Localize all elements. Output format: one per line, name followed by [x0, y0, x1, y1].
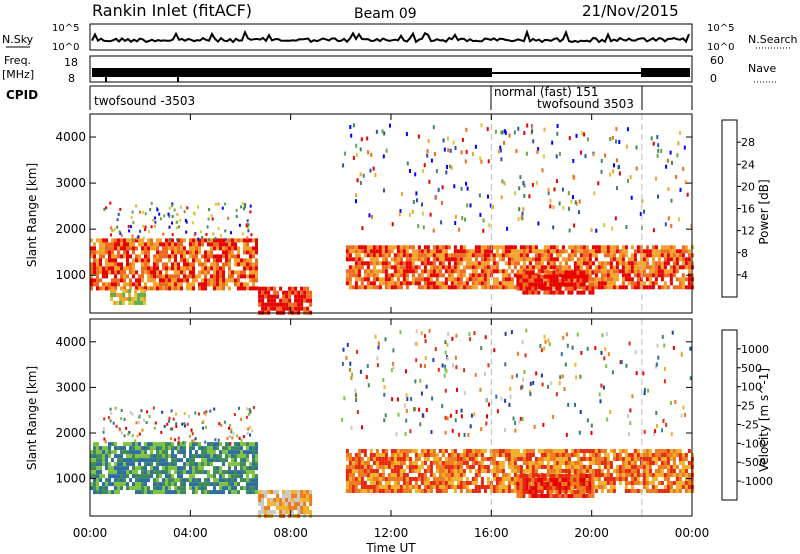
nsky-label: N.Sky — [2, 33, 34, 46]
velocity-y-axis-label: Slant Range [km] — [25, 366, 39, 470]
power-y-tick-label: 2000 — [55, 222, 86, 236]
power-panel: 1000 2000 3000 4000 4 8 12 16 20 24 28 — [55, 113, 755, 315]
nsearch-tick-top: 10^5 — [707, 23, 734, 34]
nsky-tick-top: 10^5 — [52, 23, 79, 34]
nave-tick-bottom: 0 — [710, 72, 717, 85]
velocity-colorbar-tick-label: 25 — [741, 400, 755, 413]
freq-tick-top: 18 — [64, 56, 78, 69]
x-tick-label: 16:00 — [474, 526, 509, 540]
beam-label: Beam 09 — [354, 6, 417, 22]
date-label: 21/Nov/2015 — [582, 2, 679, 20]
cpid-segment-3: twofsound 3503 — [537, 97, 634, 111]
velocity-colorbar-tick-label: -1000 — [741, 475, 773, 488]
nsearch-label: N.Search — [748, 33, 798, 46]
freq-strip: Freq. [MHz] 18 8 60 0 Nave — [2, 54, 776, 85]
cpid-strip: CPID twofsound -3503 normal (fast) 151 t… — [6, 85, 693, 111]
velocity-colorbar-tick-label: 1000 — [741, 343, 769, 356]
power-y-tick-label: 4000 — [55, 130, 86, 144]
power-data-cells — [90, 123, 694, 315]
power-colorbar-tick-label: 12 — [741, 225, 755, 238]
velocity-colorbar-tick-label: 100 — [741, 381, 762, 394]
velocity-y-tick-label: 2000 — [55, 426, 86, 440]
power-colorbar-tick-label: 20 — [741, 180, 755, 193]
velocity-colorbar-tick-label: -100 — [741, 437, 766, 450]
x-tick-label: 12:00 — [374, 526, 409, 540]
power-colorbar-tick-label: 16 — [741, 203, 755, 216]
velocity-data-cells — [90, 328, 694, 518]
velocity-colorbar-tick-label: -500 — [741, 456, 766, 469]
freq-label: Freq. — [4, 54, 31, 67]
power-colorbar-tick-label: 8 — [741, 247, 748, 260]
velocity-y-tick-label: 1000 — [55, 472, 86, 486]
x-axis-label: Time UT — [365, 541, 416, 554]
nave-bar-2 — [641, 68, 690, 77]
nsky-strip: N.Sky 10^5 10^0 10^5 10^0 N.Search — [2, 23, 798, 53]
freq-tick-bottom: 8 — [68, 72, 75, 85]
velocity-y-tick-label: 4000 — [55, 335, 86, 349]
freq-unit: [MHz] — [2, 68, 34, 81]
power-colorbar-label: Power [dB] — [757, 179, 771, 244]
cpid-segment-1: twofsound -3503 — [94, 94, 195, 108]
power-y-tick-label: 1000 — [55, 268, 86, 282]
velocity-colorbar: 1000 500 100 25 -25 -100 -500 -1000 — [721, 329, 773, 501]
x-tick-label: 00:00 — [675, 526, 710, 540]
velocity-colorbar-tick-label: 500 — [741, 362, 762, 375]
power-y-axis-label: Slant Range [km] — [25, 163, 39, 267]
nsky-trace — [91, 29, 690, 44]
velocity-colorbar-label: Velocity [m s^-1] — [757, 368, 771, 472]
x-tick-label: 20:00 — [574, 526, 609, 540]
cpid-label: CPID — [6, 88, 38, 102]
power-colorbar-tick-label: 4 — [741, 269, 748, 282]
nave-bar-1 — [92, 68, 492, 77]
power-colorbar-border — [721, 119, 738, 298]
x-tick-label: 04:00 — [173, 526, 208, 540]
power-colorbar-tick-label: 24 — [741, 158, 755, 171]
velocity-panel: 1000 2000 3000 4000 00:00 04:00 08:00 12:00 16:0… — [55, 318, 773, 540]
power-colorbar-tick-label: 28 — [741, 136, 755, 149]
nsearch-tick-bottom: 10^0 — [707, 42, 734, 53]
power-y-tick-label: 3000 — [55, 176, 86, 190]
velocity-colorbar-tick-label: -25 — [741, 418, 759, 431]
cpid-segment-2: normal (fast) 151 — [494, 85, 598, 99]
x-tick-label: 00:00 — [73, 526, 108, 540]
nave-tick-top: 60 — [710, 54, 724, 67]
nave-label: Nave — [748, 62, 776, 75]
station-title: Rankin Inlet (fitACF) — [92, 1, 252, 20]
nsky-tick-bottom: 10^0 — [52, 42, 79, 53]
velocity-colorbar-border — [721, 329, 738, 501]
power-colorbar: 4 8 12 16 20 24 28 — [721, 119, 755, 298]
x-tick-label: 08:00 — [273, 526, 308, 540]
velocity-y-tick-label: 3000 — [55, 380, 86, 394]
